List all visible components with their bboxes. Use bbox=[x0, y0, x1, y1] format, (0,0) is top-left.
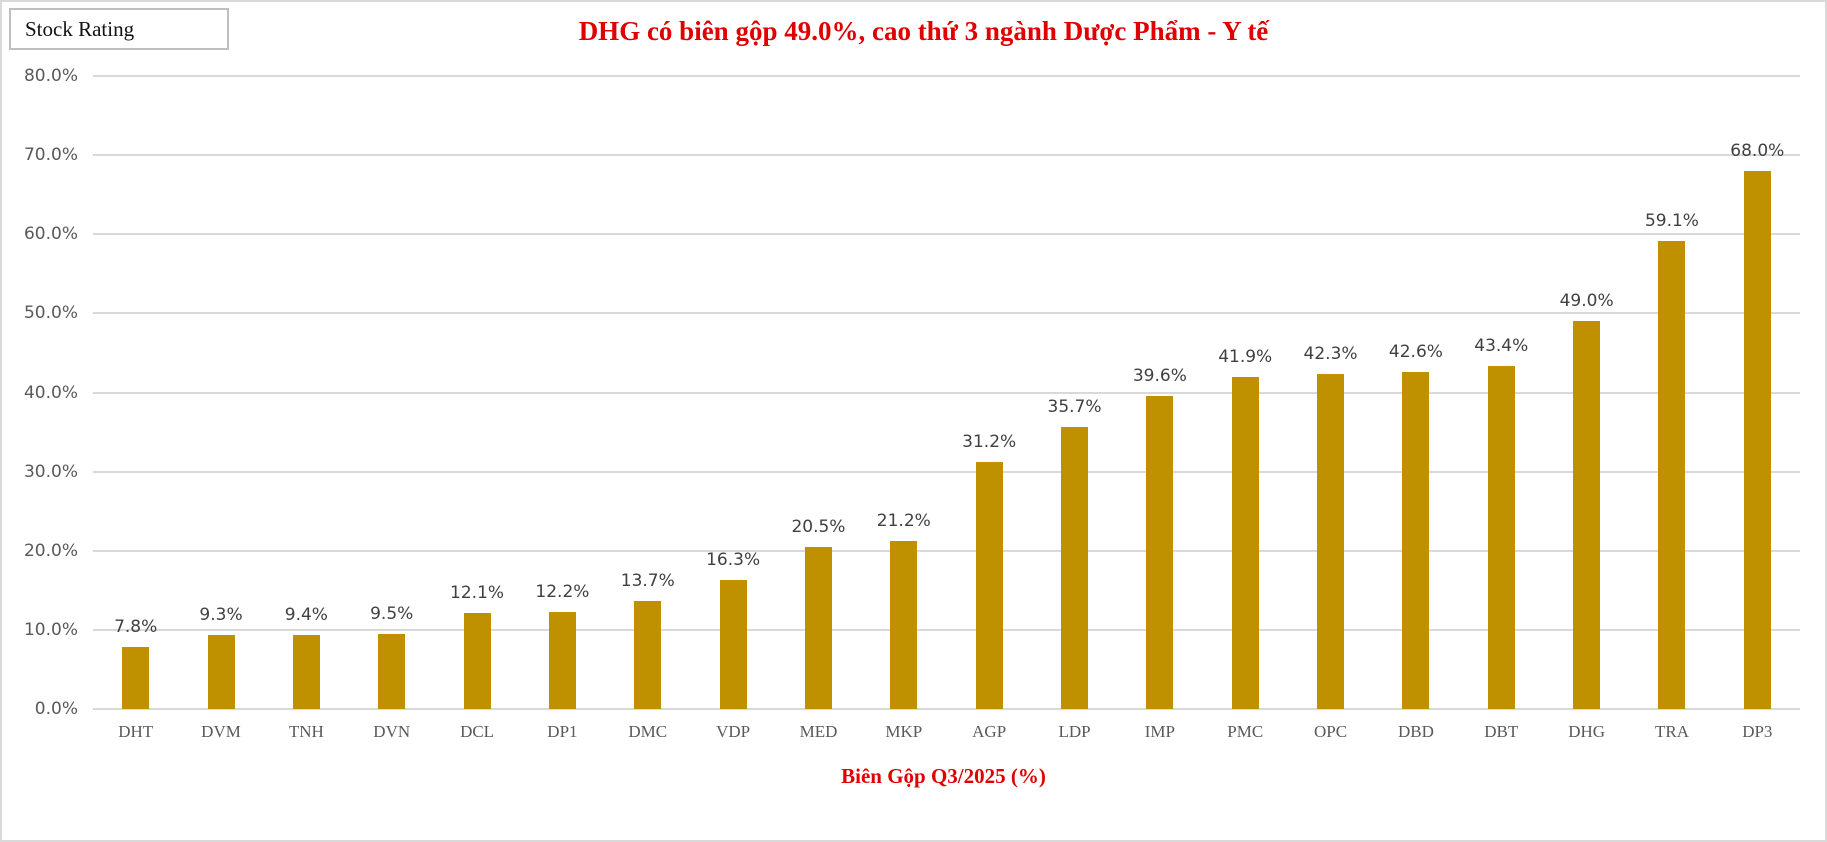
bar-vdp bbox=[719, 580, 747, 709]
bar-tnh bbox=[292, 634, 320, 709]
bar-mkp bbox=[890, 541, 918, 709]
data-label: 31.2% bbox=[962, 432, 1017, 453]
data-label: 41.9% bbox=[1218, 347, 1273, 368]
x-tick-label: DVN bbox=[373, 722, 411, 741]
gridline bbox=[93, 391, 1800, 394]
gridline bbox=[93, 628, 1800, 631]
y-tick-label: 0.0% bbox=[34, 699, 78, 719]
x-tick-label: DBT bbox=[1484, 722, 1519, 741]
bar-agp bbox=[975, 462, 1003, 709]
chart-title: DHG có biên gộp 49.0%, cao thứ 3 ngành D… bbox=[578, 16, 1269, 46]
data-label: 20.5% bbox=[791, 516, 846, 537]
stock-rating-badge: Stock Rating bbox=[9, 8, 229, 50]
y-tick-label: 10.0% bbox=[23, 619, 78, 640]
x-tick-label: LDP bbox=[1058, 722, 1091, 741]
x-tick-label: AGP bbox=[972, 722, 1007, 741]
y-tick-label: 40.0% bbox=[23, 382, 78, 403]
data-label: 21.2% bbox=[876, 511, 931, 532]
y-tick-label: 20.0% bbox=[23, 540, 78, 561]
gridline bbox=[93, 708, 1800, 710]
bar-dcl bbox=[463, 613, 491, 709]
data-label: 43.4% bbox=[1474, 335, 1529, 356]
gridline bbox=[93, 312, 1800, 315]
x-tick-label: PMC bbox=[1227, 722, 1264, 741]
x-tick-label: MED bbox=[799, 722, 838, 741]
bar-opc bbox=[1317, 374, 1345, 709]
bar-dvm bbox=[207, 635, 235, 709]
bar-dbd bbox=[1402, 371, 1430, 709]
gridline bbox=[93, 549, 1800, 552]
bar-med bbox=[804, 546, 832, 709]
gridline bbox=[93, 154, 1800, 157]
data-label: 9.4% bbox=[284, 604, 328, 625]
data-label: 7.8% bbox=[114, 617, 158, 638]
bar-dvn bbox=[378, 633, 406, 709]
x-tick-label: TRA bbox=[1654, 722, 1689, 741]
bar-imp bbox=[1146, 395, 1174, 709]
x-tick-label: DP1 bbox=[547, 722, 578, 741]
bar-ldp bbox=[1061, 426, 1089, 709]
bar-dht bbox=[122, 647, 150, 709]
data-label: 42.6% bbox=[1388, 341, 1443, 362]
data-label: 12.1% bbox=[450, 583, 505, 604]
x-tick-label: DHG bbox=[1568, 722, 1606, 741]
bar-pmc bbox=[1231, 377, 1259, 709]
bar-dp1 bbox=[548, 612, 576, 709]
gridline bbox=[93, 470, 1800, 473]
x-tick-label: TNH bbox=[288, 722, 324, 741]
data-label: 39.6% bbox=[1132, 365, 1187, 386]
x-tick-label: DHT bbox=[118, 722, 154, 741]
data-label: 35.7% bbox=[1047, 396, 1102, 417]
y-tick-label: 50.0% bbox=[23, 303, 78, 324]
y-tick-label: 60.0% bbox=[23, 224, 78, 245]
data-label: 12.2% bbox=[535, 582, 590, 603]
data-label: 59.1% bbox=[1644, 211, 1699, 232]
data-label: 16.3% bbox=[706, 550, 761, 571]
x-tick-label: MKP bbox=[885, 722, 923, 741]
data-label: 9.5% bbox=[370, 603, 414, 624]
bar-dbt bbox=[1487, 365, 1515, 709]
x-axis-title: Biên Gộp Q3/2025 (%) bbox=[841, 764, 1046, 788]
data-label: 49.0% bbox=[1559, 291, 1614, 312]
x-tick-label: DMC bbox=[628, 722, 668, 741]
x-tick-label: IMP bbox=[1144, 722, 1175, 741]
x-tick-label: VDP bbox=[716, 722, 751, 741]
y-tick-label: 80.0% bbox=[23, 66, 78, 86]
data-label: 42.3% bbox=[1303, 344, 1358, 365]
data-label: 68.0% bbox=[1730, 140, 1785, 161]
gridline bbox=[93, 75, 1800, 77]
bar-dhg bbox=[1573, 321, 1601, 709]
x-tick-label: DCL bbox=[460, 722, 495, 741]
bar-tra bbox=[1658, 241, 1686, 709]
x-tick-label: OPC bbox=[1314, 722, 1348, 741]
data-label: 13.7% bbox=[620, 570, 675, 591]
gridline bbox=[93, 233, 1800, 236]
data-label: 9.3% bbox=[199, 605, 243, 626]
x-tick-label: DVM bbox=[201, 722, 241, 741]
y-tick-label: 70.0% bbox=[23, 145, 78, 166]
bar-dp3 bbox=[1743, 170, 1771, 709]
x-tick-label: DP3 bbox=[1742, 722, 1773, 741]
bar-dmc bbox=[634, 600, 662, 709]
x-tick-label: DBD bbox=[1397, 722, 1434, 741]
y-tick-label: 30.0% bbox=[23, 461, 78, 482]
